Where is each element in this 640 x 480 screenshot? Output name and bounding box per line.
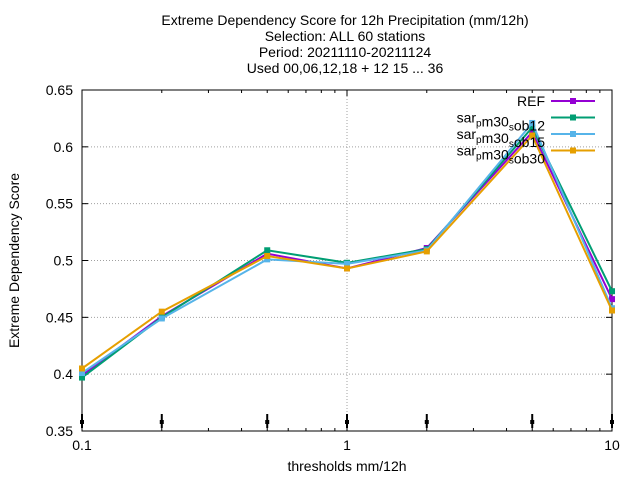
data-point [79, 365, 85, 372]
data-point [264, 247, 271, 254]
data-point [344, 265, 350, 272]
legend-label: sarpm30sob30 [457, 143, 546, 167]
y-tick-label: 0.45 [46, 309, 73, 325]
data-point [423, 248, 430, 255]
y-tick-label: 0.65 [46, 82, 73, 98]
data-point [529, 129, 536, 136]
y-tick-label: 0.4 [54, 366, 74, 382]
data-point [609, 288, 615, 295]
data-point [79, 370, 85, 377]
x-tick-label: 1 [343, 437, 351, 453]
y-tick-label: 0.5 [54, 253, 74, 269]
series [79, 119, 615, 381]
legend-swatch-point [570, 98, 576, 104]
title-line: Period: 20211110-20211124 [259, 44, 432, 60]
data-point [344, 260, 350, 267]
data-point [529, 124, 536, 131]
data-point [264, 252, 271, 259]
x-axis-label: thresholds mm/12h [287, 458, 406, 474]
data-point [158, 315, 165, 322]
y-tick-label: 0.35 [46, 423, 73, 439]
data-point [529, 119, 536, 126]
data-point [79, 374, 85, 381]
data-point [158, 308, 165, 315]
data-point [264, 256, 271, 263]
data-point [609, 307, 615, 314]
y-axis-label: Extreme Dependency Score [6, 173, 22, 348]
bottom-marker-dot [530, 420, 535, 424]
bottom-marker-dot [424, 420, 429, 424]
legend-swatch-point [570, 114, 576, 121]
bottom-marker-dot [159, 420, 164, 424]
bottom-marker-dot [610, 420, 614, 424]
y-tick-label: 0.6 [54, 139, 74, 155]
legend-swatch-point [570, 147, 576, 154]
legend-swatch-point [570, 131, 576, 137]
x-tick-label: 10 [604, 437, 620, 453]
y-axis: 0.35 0.4 0.45 0.5 0.55 0.6 0.65 [46, 82, 612, 439]
title-line: Used 00,06,12,18 + 12 15 ... 36 [247, 60, 444, 76]
legend-label: sarpm30sob15 [457, 126, 546, 150]
title-line: Extreme Dependency Score for 12h Precipi… [161, 12, 528, 28]
x-tick-label: 0.1 [72, 437, 92, 453]
title-line: Selection: ALL 60 stations [265, 28, 426, 44]
legend-label: sarpm30sob12 [457, 110, 546, 134]
bottom-marker-dot [265, 420, 270, 424]
data-point [529, 132, 536, 139]
chart-title: Extreme Dependency Score for 12h Precipi… [161, 12, 528, 76]
bottom-marker-dot [345, 420, 349, 424]
y-tick-label: 0.55 [46, 196, 73, 212]
bottom-marker-dot [80, 420, 84, 424]
data-point [609, 296, 615, 303]
legend-label: REF [517, 93, 545, 109]
x-axis: 0.1 1 10 [72, 90, 620, 453]
bottom-markers [80, 414, 614, 428]
